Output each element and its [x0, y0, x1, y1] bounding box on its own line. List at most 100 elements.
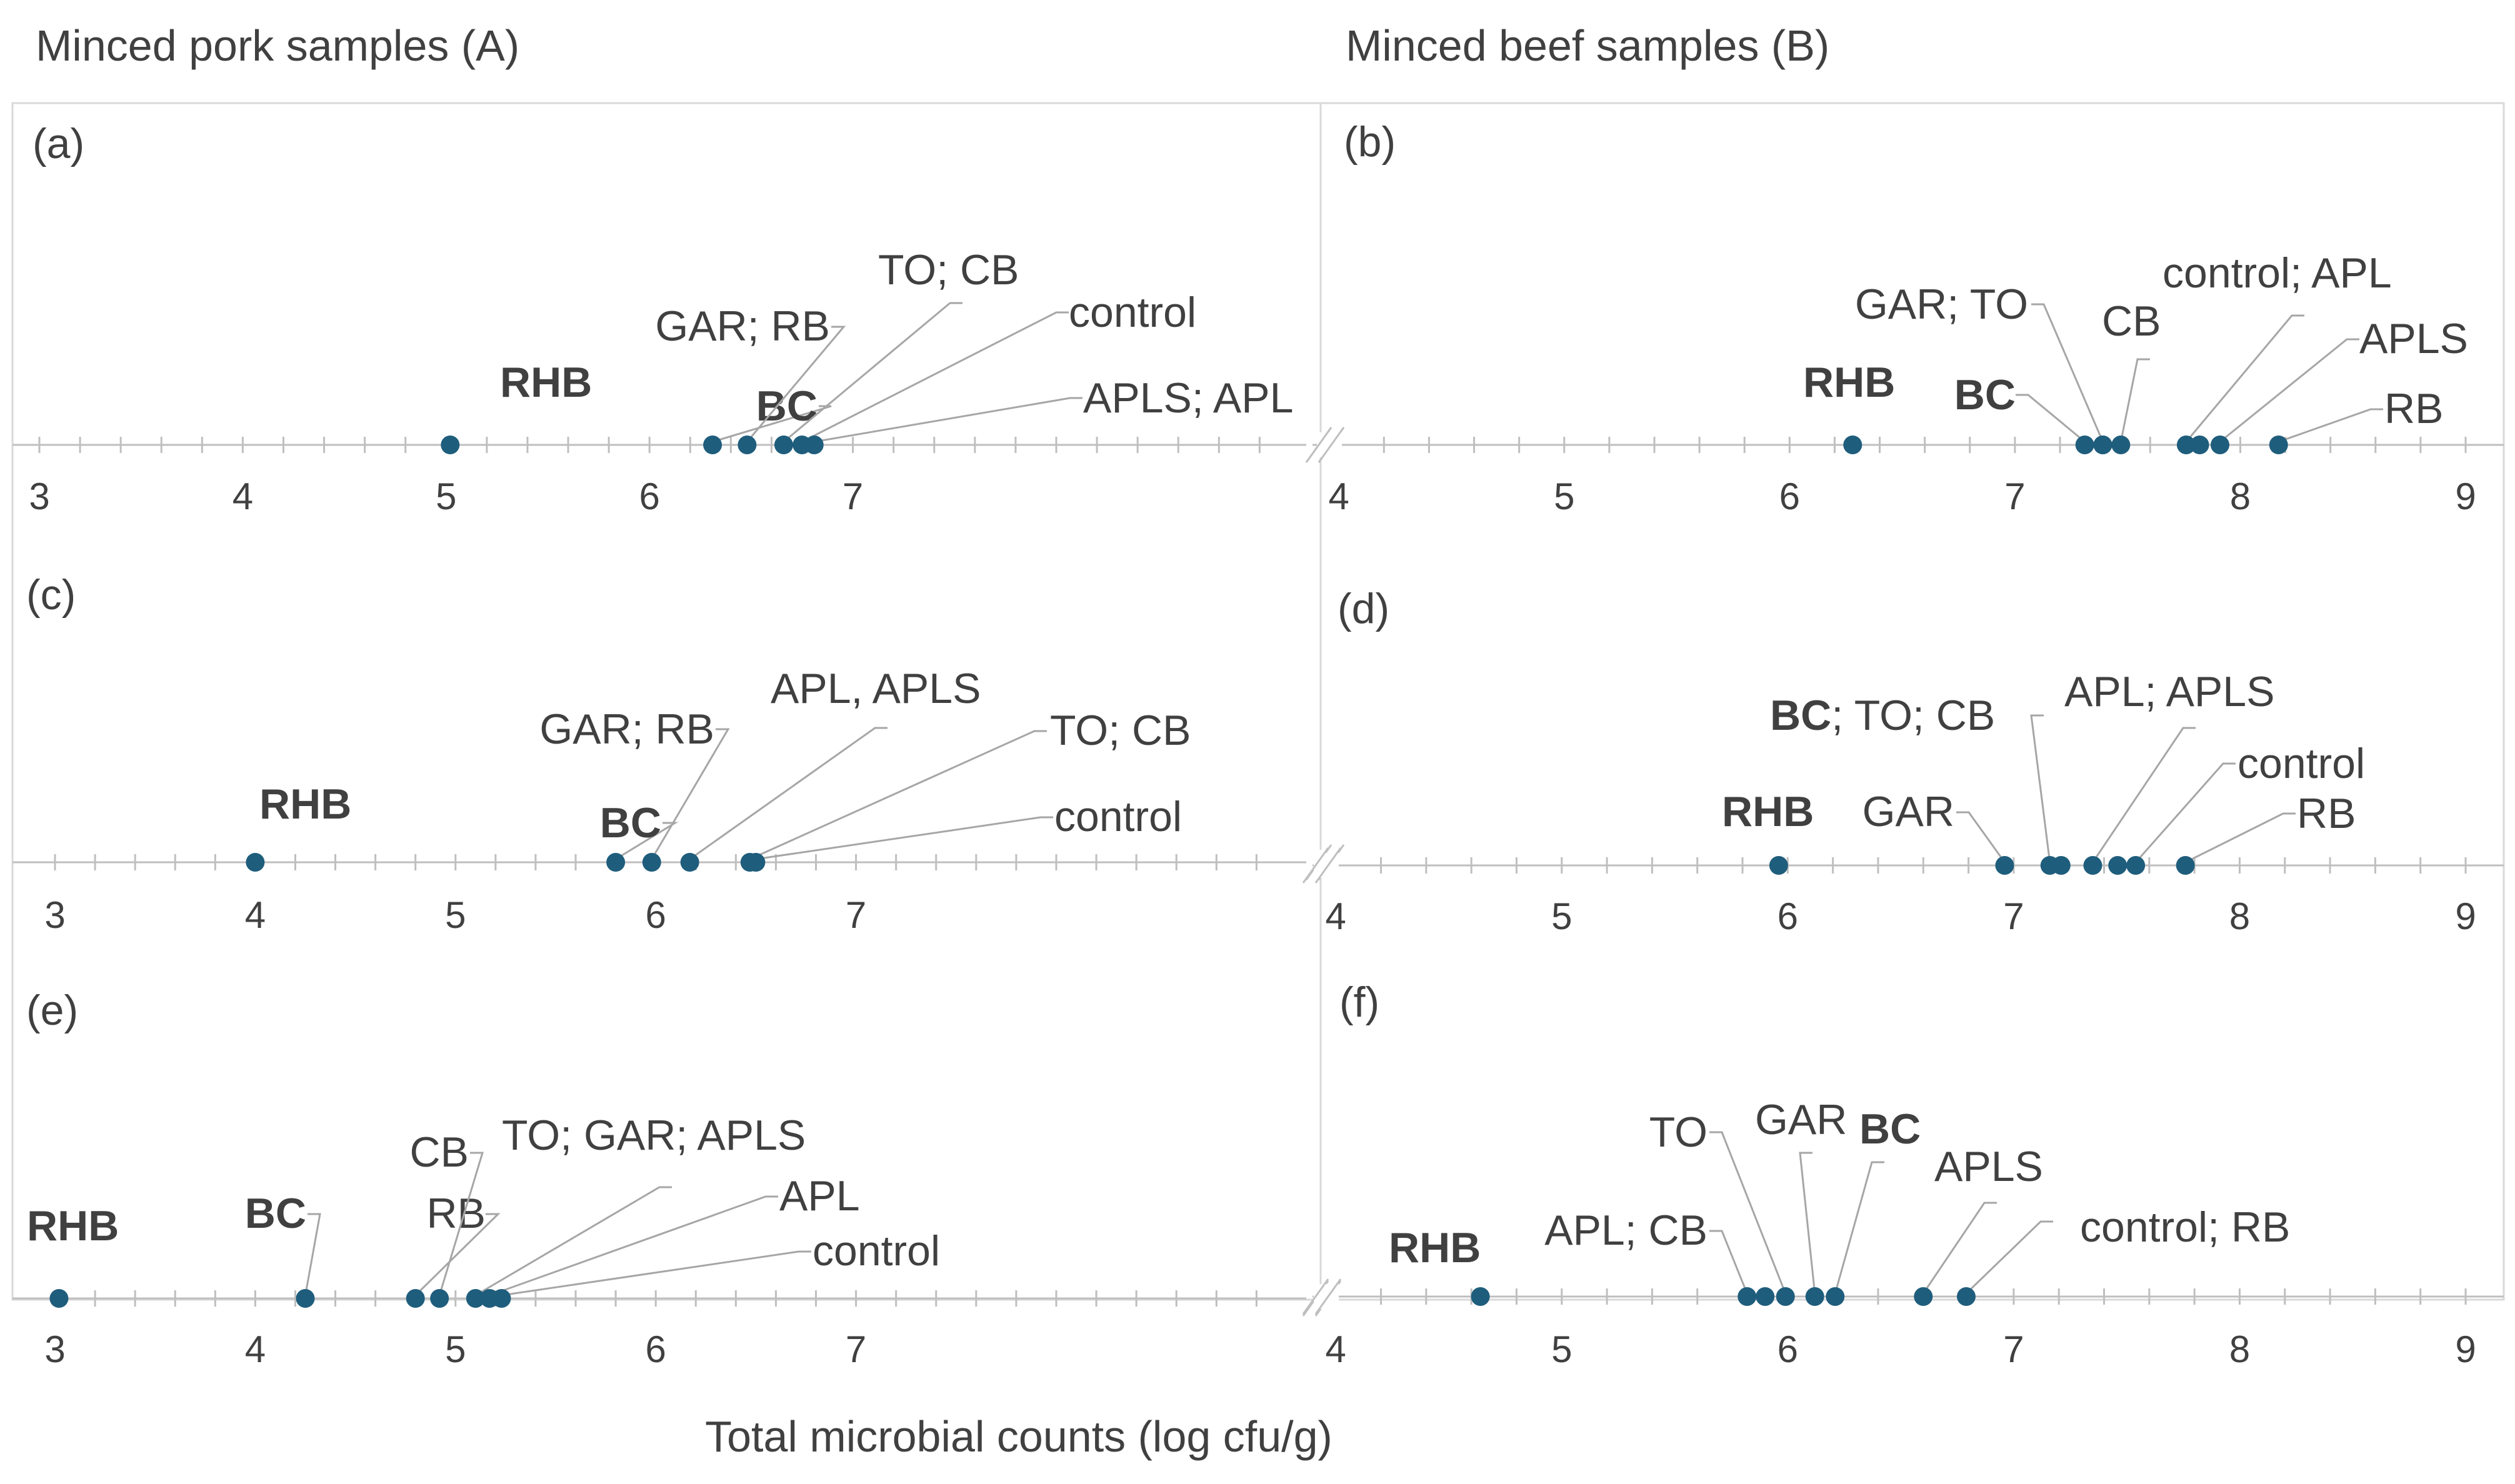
data-point-apls — [2210, 436, 2229, 454]
data-point-gar-rb — [738, 436, 757, 454]
data-point-rhb — [1843, 436, 1862, 454]
data-point-cb — [2111, 436, 2131, 454]
data-point-rb — [2269, 436, 2288, 454]
data-label: APL; APLS — [2064, 668, 2274, 715]
data-label: RHB — [259, 780, 351, 828]
data-label: APL, APLS — [771, 665, 981, 712]
data-label: RB — [2384, 385, 2443, 432]
data-label: APLS — [1934, 1143, 2043, 1190]
x-tick-label: 7 — [2003, 895, 2024, 937]
title-left: Minced pork samples (A) — [36, 21, 519, 70]
leader-line — [783, 302, 962, 443]
chart-panel-f: (f) 4 5 6 7 8 9 RHB APL; CB TO GAR BC APLS control; R… — [1302, 979, 2504, 1370]
x-axis-label: Total microbial counts (log cfu/g) — [705, 1412, 1332, 1461]
panel-frame — [11, 102, 2505, 1301]
x-tick-label: 5 — [436, 476, 456, 517]
data-point-gar — [1995, 856, 2014, 875]
chart-panel-d: (d) 4 5 6 7 8 9 RHB GAR BC; TO; CB APL; APLS contro… — [1302, 585, 2504, 937]
x-tick-label: 6 — [646, 894, 666, 936]
data-label: RHB — [27, 1202, 119, 1250]
chart-panel-e: (e) 3 4 5 6 7 RHB BC RB CB TO; GAR; APLS APL control — [12, 987, 1342, 1370]
data-label: RHB — [1803, 359, 1895, 406]
data-point-gar-rb — [642, 853, 661, 872]
leader-line — [501, 1250, 811, 1297]
data-point-to — [1776, 1287, 1795, 1306]
x-tick-label: 6 — [646, 1328, 666, 1370]
data-point-rhb — [246, 853, 265, 872]
data-label: RHB — [1389, 1224, 1481, 1272]
leader-line — [651, 728, 730, 860]
data-label: TO — [1649, 1108, 1708, 1156]
data-point-bc — [606, 853, 626, 872]
leader-line — [756, 816, 1053, 860]
x-tick-label: 8 — [2229, 1328, 2250, 1370]
data-label: CB — [410, 1128, 469, 1176]
data-point-gar — [1805, 1287, 1824, 1306]
data-point-apl — [2190, 436, 2209, 454]
data-point-cb — [1756, 1287, 1775, 1306]
chart-panel-a: (a) 3 4 5 6 7 RHB BC GAR; RB TO; CB control APLS; A… — [12, 120, 1345, 517]
data-point-control-rb — [1956, 1287, 1976, 1306]
leader-line — [749, 730, 1047, 860]
data-label: GAR; TO — [1855, 281, 2028, 328]
leader-line — [438, 1152, 484, 1296]
panel-label: (b) — [1344, 118, 1396, 166]
axis-break-mark — [1302, 847, 1329, 884]
x-tick-label: 5 — [1551, 1328, 1572, 1370]
x-tick-label: 4 — [1326, 895, 1346, 937]
leader-line — [2219, 338, 2359, 443]
data-label: APLS; APL — [1083, 374, 1293, 422]
data-label: RB — [427, 1190, 486, 1237]
axis-break-mark — [1305, 427, 1332, 463]
x-tick-label: 9 — [2455, 476, 2476, 517]
data-label: GAR — [1755, 1096, 1847, 1143]
data-point-bc — [1826, 1287, 1845, 1306]
leader-line — [712, 405, 832, 443]
panel-label: (f) — [1339, 979, 1379, 1026]
data-label: GAR; RB — [655, 302, 830, 350]
data-point-to — [2093, 436, 2112, 454]
leader-line — [2135, 762, 2236, 863]
data-label: BC — [600, 799, 661, 847]
data-point-rb — [406, 1289, 425, 1308]
leader-line — [414, 1213, 501, 1297]
x-tick-label: 6 — [1778, 895, 1798, 937]
data-label: CB — [2102, 297, 2161, 345]
leader-line — [304, 1213, 321, 1296]
data-label: RHB — [500, 359, 592, 406]
leader-line — [746, 326, 846, 442]
data-label: control; APL — [2162, 249, 2392, 297]
data-point-apl — [2083, 856, 2102, 875]
leader-line — [1709, 1131, 1787, 1294]
x-tick-label: 6 — [1778, 1328, 1798, 1370]
data-label: RHB — [1722, 788, 1814, 835]
x-tick-label: 3 — [44, 894, 65, 936]
panel-label: (a) — [32, 120, 84, 167]
panel-label: (d) — [1338, 585, 1389, 632]
title-right: Minced beef samples (B) — [1346, 21, 1829, 70]
leader-line — [1956, 811, 2006, 863]
x-tick-label: 4 — [1329, 476, 1349, 517]
x-tick-label: 5 — [1554, 476, 1574, 517]
leader-line — [1922, 1202, 1997, 1294]
data-label: RB — [2297, 790, 2356, 837]
x-tick-label: 5 — [445, 894, 466, 936]
data-label: BC — [1859, 1105, 1921, 1153]
x-tick-label: 6 — [1779, 476, 1800, 517]
data-point-bc — [703, 436, 722, 454]
leader-line — [801, 311, 1069, 443]
leader-line — [2278, 408, 2383, 443]
data-point-control — [746, 853, 766, 872]
data-label: BC; TO; CB — [1770, 692, 1995, 739]
data-label-suffix: ; TO; CB — [1831, 692, 1995, 739]
data-label: BC — [756, 382, 818, 430]
data-point-apls — [1914, 1287, 1933, 1306]
x-tick-label: 3 — [44, 1328, 65, 1370]
leader-line — [1965, 1220, 2053, 1295]
data-point-control — [2176, 436, 2196, 454]
axis-break-mark — [1314, 1278, 1342, 1315]
data-label: control — [2238, 740, 2365, 787]
data-point-rhb — [1471, 1287, 1490, 1306]
leader-line — [2185, 812, 2296, 864]
